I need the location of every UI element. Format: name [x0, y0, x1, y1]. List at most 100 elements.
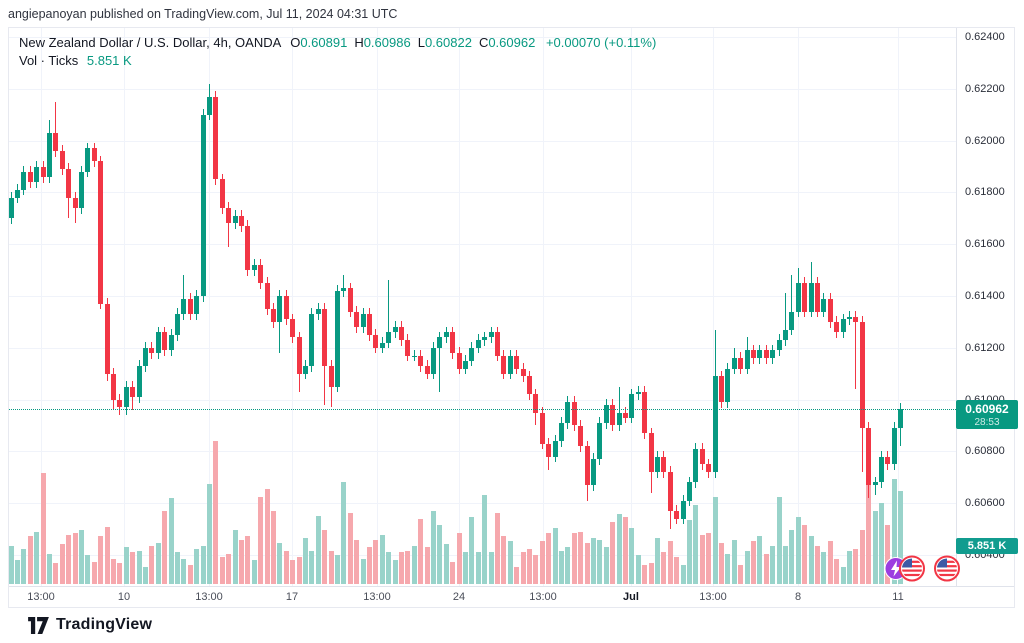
volume-bar [469, 517, 475, 584]
volume-bar [578, 531, 584, 584]
candle [814, 283, 820, 312]
candle [117, 399, 123, 408]
candle [213, 96, 219, 180]
candle [821, 298, 827, 312]
volume-indicator-label[interactable]: Vol · Ticks [19, 53, 79, 68]
price-axis-label[interactable]: 0.61400 [965, 290, 1005, 302]
candle [718, 376, 724, 403]
time-axis-label[interactable]: 11 [892, 591, 904, 603]
us-flag-event-icon[interactable] [899, 555, 925, 587]
candle [296, 337, 302, 374]
time-axis-label[interactable]: 13:00 [27, 591, 55, 603]
volume-bar [558, 550, 564, 584]
time-axis-label[interactable]: 10 [117, 591, 131, 603]
volume-bar [757, 536, 763, 584]
candle [635, 391, 641, 395]
candle [270, 308, 276, 322]
candle-wick [388, 280, 390, 349]
time-gridline [631, 28, 632, 586]
candle [302, 365, 308, 374]
candle [782, 329, 788, 341]
candle [770, 350, 776, 359]
candle [686, 482, 692, 501]
time-axis-label[interactable]: 13:00 [529, 591, 557, 603]
volume-bar [712, 496, 718, 584]
candle [283, 296, 289, 320]
candle [155, 332, 161, 353]
volume-bar [802, 525, 808, 584]
volume-bar [667, 541, 673, 584]
candle [200, 114, 206, 296]
time-axis-label[interactable]: 13:00 [699, 591, 727, 603]
candle [290, 319, 296, 338]
volume-bar [283, 550, 289, 584]
volume-bar [187, 564, 193, 584]
candle [731, 358, 737, 369]
volume-bar [622, 517, 628, 584]
volume-bar [379, 534, 385, 584]
candle [763, 350, 769, 359]
time-gridline [543, 28, 544, 586]
time-axis-label[interactable]: 24 [452, 591, 466, 603]
candle [245, 226, 251, 271]
ohlc-value: 0.60822 [424, 35, 472, 50]
price-gridline [9, 192, 956, 194]
volume-bar [226, 553, 232, 584]
price-axis-label[interactable]: 0.61200 [965, 341, 1005, 354]
volume-bar [302, 537, 308, 584]
time-axis-label[interactable]: 13:00 [195, 591, 223, 603]
candle [309, 314, 315, 366]
candle [34, 166, 40, 183]
candle [238, 215, 244, 227]
us-flag-event-icon[interactable] [934, 555, 960, 587]
symbol-title[interactable]: New Zealand Dollar / U.S. Dollar, 4h, OA… [19, 35, 281, 50]
volume-bar [872, 510, 878, 584]
price-axis-label[interactable]: 0.61800 [965, 186, 1005, 199]
volume-bar [834, 558, 840, 584]
volume-bar [366, 547, 372, 584]
volume-bar [744, 550, 750, 584]
time-gridline [41, 28, 42, 586]
volume-bar [584, 542, 590, 584]
candle [40, 166, 46, 177]
price-axis-label[interactable]: 0.60800 [965, 445, 1005, 458]
price-axis-label[interactable]: 0.61600 [965, 238, 1005, 251]
volume-bar [808, 536, 814, 584]
volume-bar [699, 534, 705, 584]
volume-bar [603, 547, 609, 584]
ohlc-key: C [478, 35, 489, 50]
candle [430, 347, 436, 374]
price-axis-label[interactable]: 0.60600 [965, 497, 1005, 510]
candle [514, 355, 520, 369]
candle-wick [55, 101, 57, 157]
volume-bar [507, 541, 513, 584]
candle [187, 298, 193, 315]
candle [123, 386, 129, 408]
price-axis-label[interactable]: 0.62400 [965, 31, 1005, 43]
chart-plot-area[interactable]: 0.62400 0.62200 0.62000 0.61800 0.61600 0.614… [8, 28, 1014, 607]
candle [885, 456, 891, 465]
time-axis-label[interactable]: 17 [285, 591, 299, 603]
volume-bar [40, 472, 46, 584]
volume-bar [328, 550, 334, 584]
time-axis-label[interactable]: 13:00 [363, 591, 391, 603]
time-axis-label[interactable]: Jul [623, 591, 639, 603]
candle [738, 358, 744, 369]
candle [373, 334, 379, 348]
time-axis-label[interactable]: 8 [794, 591, 802, 603]
volume-bar [219, 556, 225, 584]
candle-wick [618, 386, 620, 432]
volume-bar [450, 561, 456, 584]
volume-axis-badge: 5.851 K [956, 538, 1018, 554]
volume-bar [674, 556, 680, 584]
volume-bar [59, 544, 65, 584]
price-axis-label[interactable]: 0.62200 [965, 82, 1005, 95]
candle [539, 412, 545, 444]
price-gridline [9, 140, 956, 142]
price-axis-label[interactable]: 0.62000 [965, 134, 1005, 147]
ohlc-key: O [290, 35, 301, 50]
tradingview-branding[interactable]: TradingView [28, 616, 152, 634]
candle [840, 319, 846, 333]
candle [437, 337, 443, 348]
